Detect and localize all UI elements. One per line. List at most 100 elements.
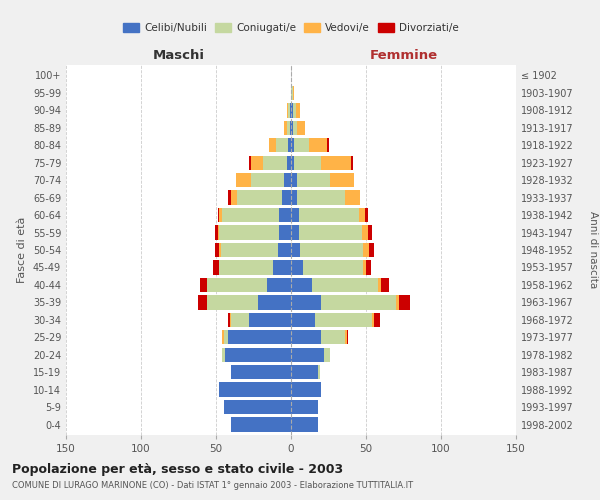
Text: Femmine: Femmine [370,48,437,62]
Bar [198,295,291,310]
Bar [223,400,291,414]
Bar [287,103,291,118]
Bar [263,156,291,170]
Bar [291,120,297,135]
Bar [249,312,291,327]
Bar [219,260,291,274]
Bar [291,295,399,310]
Bar [218,208,291,222]
Bar [291,138,294,152]
Bar [291,330,345,344]
Bar [288,103,291,118]
Bar [222,330,291,344]
Bar [291,260,303,274]
Bar [231,418,291,432]
Bar [228,330,291,344]
Bar [199,278,291,292]
Bar [219,382,291,397]
Bar [215,226,291,239]
Bar [291,103,293,118]
Bar [291,278,312,292]
Bar [291,312,315,327]
Bar [291,190,360,205]
Bar [291,173,297,188]
Bar [291,190,360,205]
Bar [291,382,321,397]
Bar [291,312,372,327]
Bar [284,120,291,135]
Bar [291,243,373,257]
Bar [291,120,305,135]
Bar [228,312,291,327]
Bar [291,156,294,170]
Bar [284,173,291,188]
Bar [291,86,293,100]
Bar [231,365,291,380]
Bar [291,382,321,397]
Bar [223,400,291,414]
Bar [291,295,409,310]
Y-axis label: Fasce di età: Fasce di età [17,217,27,283]
Bar [291,418,318,432]
Bar [290,103,291,118]
Bar [291,190,345,205]
Bar [291,138,309,152]
Bar [251,156,291,170]
Bar [223,330,291,344]
Bar [291,190,297,205]
Bar [282,190,291,205]
Bar [291,348,324,362]
Bar [291,260,371,274]
Bar [231,418,291,432]
Bar [291,260,363,274]
Bar [291,278,378,292]
Bar [291,243,300,257]
Bar [222,330,291,344]
Bar [291,400,318,414]
Bar [291,138,327,152]
Bar [287,156,291,170]
Bar [222,348,291,362]
Bar [291,348,330,362]
Bar [207,278,291,292]
Bar [207,295,291,310]
Bar [207,278,291,292]
Bar [291,330,347,344]
Bar [291,348,330,362]
Bar [231,418,291,432]
Bar [291,418,318,432]
Bar [269,138,291,152]
Bar [291,365,318,380]
Bar [291,226,361,239]
Bar [291,103,296,118]
Bar [231,365,291,380]
Bar [291,120,293,135]
Bar [231,418,291,432]
Bar [291,295,396,310]
Bar [221,243,291,257]
Bar [219,382,291,397]
Bar [258,295,291,310]
Bar [231,365,291,380]
Bar [291,173,354,188]
Text: Maschi: Maschi [152,48,205,62]
Bar [291,365,320,380]
Bar [231,312,291,327]
Bar [276,138,291,152]
Bar [249,156,291,170]
Bar [291,208,365,222]
Bar [222,348,291,362]
Bar [291,173,330,188]
Bar [291,400,318,414]
Bar [207,295,291,310]
Bar [219,226,291,239]
Bar [273,260,291,274]
Bar [291,103,300,118]
Bar [291,400,318,414]
Bar [291,312,380,327]
Bar [291,243,369,257]
Bar [291,86,294,100]
Bar [219,243,291,257]
Bar [291,418,318,432]
Bar [291,208,299,222]
